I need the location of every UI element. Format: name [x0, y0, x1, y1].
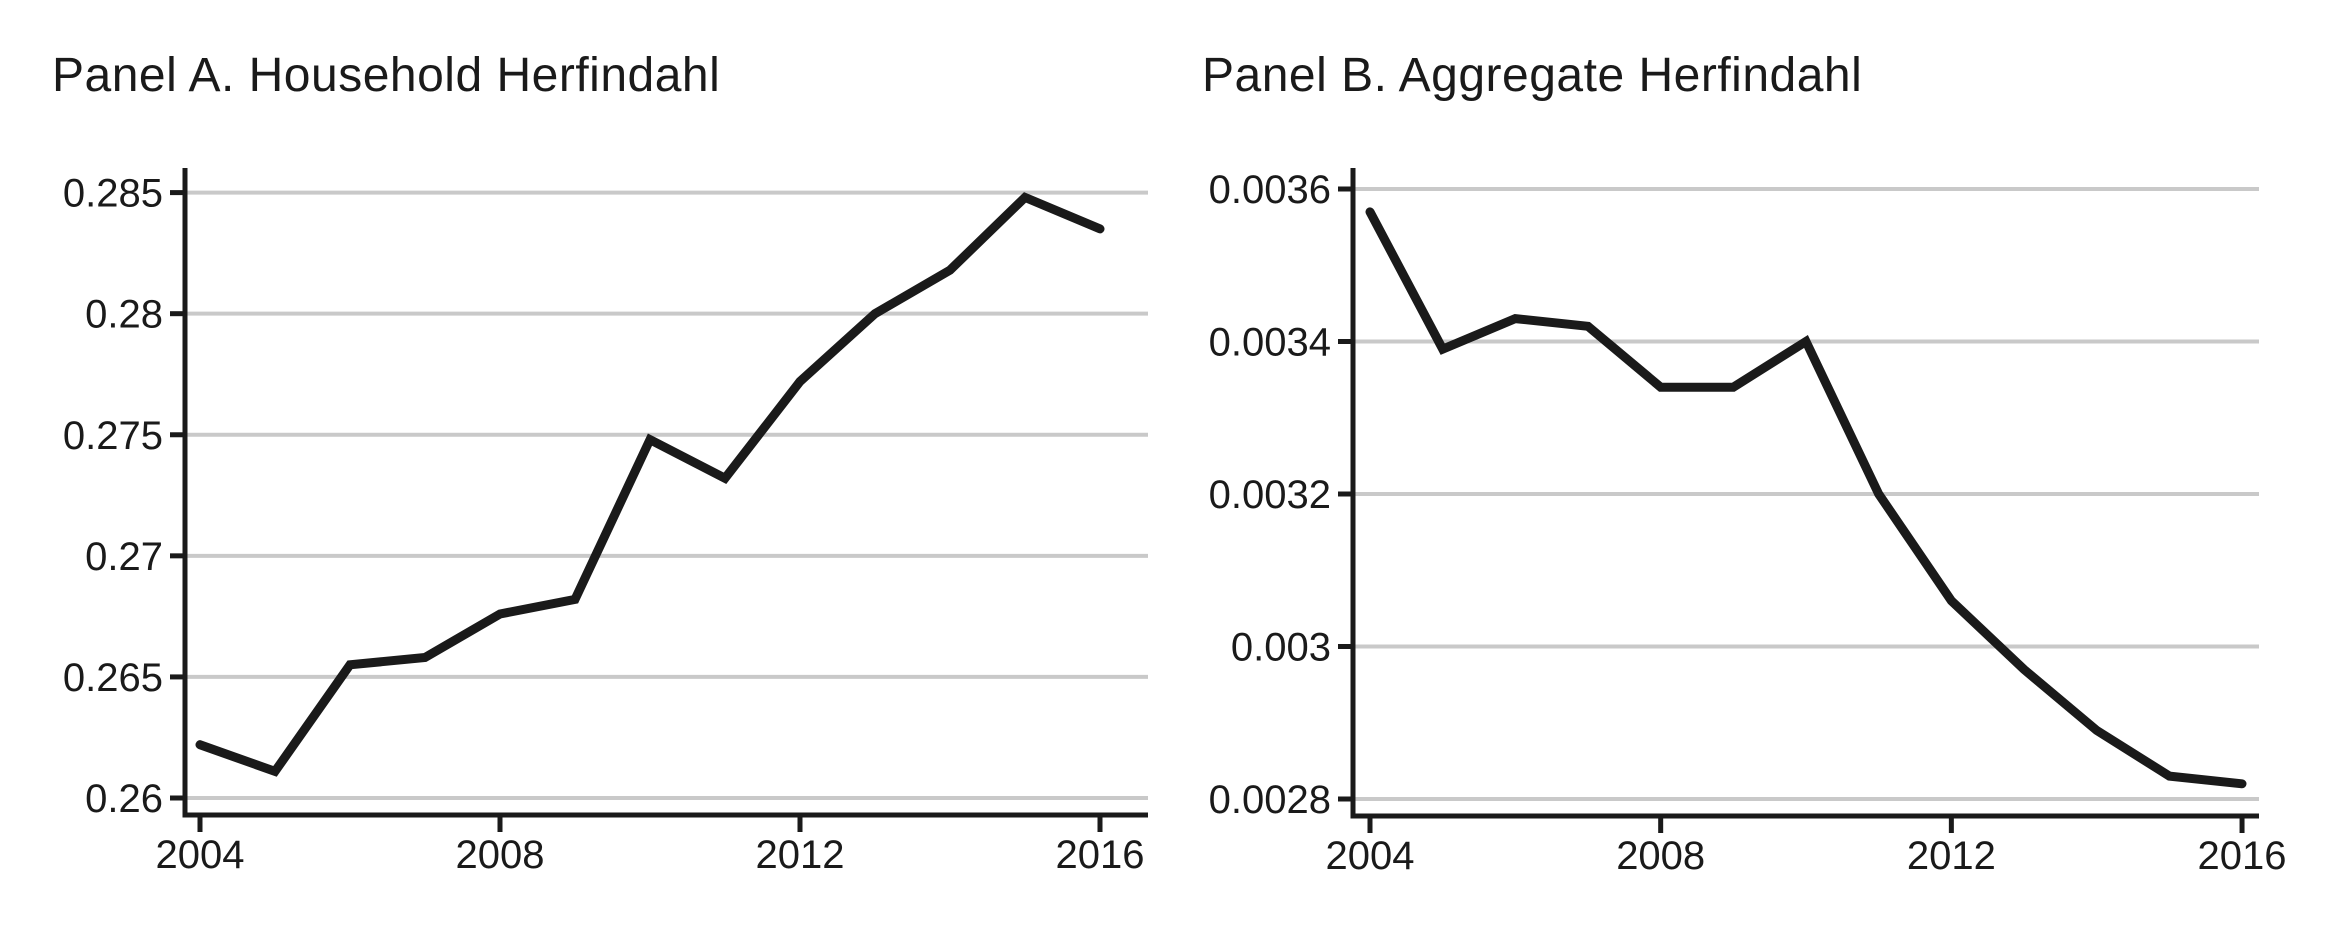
- x-tick-label: 2004: [1326, 834, 1415, 878]
- x-tick-label: 2008: [456, 833, 545, 877]
- y-tick-label: 0.0028: [1209, 778, 1331, 822]
- data-line: [195, 192, 1105, 777]
- panel-b-plot: 0.0028 0.003 0.0032 0.0034 0.0036 2004 2008 201…: [1209, 168, 2287, 878]
- x-tick-label: 2012: [756, 833, 845, 877]
- y-tick-label: 0.0032: [1209, 473, 1331, 517]
- panel-b-title: Panel B. Aggregate Herfindahl: [1202, 49, 1863, 102]
- y-tick-label: 0.003: [1231, 626, 1331, 670]
- x-tick-label: 2016: [1056, 833, 1145, 877]
- x-tick-label: 2012: [1907, 834, 1996, 878]
- y-tick-label: 0.275: [63, 414, 163, 458]
- data-line: [1365, 207, 2247, 789]
- x-tick-label: 2008: [1616, 834, 1705, 878]
- y-tick-label: 0.28: [85, 293, 163, 337]
- y-tick-label: 0.0036: [1209, 168, 1331, 212]
- y-tick-label: 0.0034: [1209, 321, 1331, 365]
- y-tick-label: 0.285: [63, 172, 163, 216]
- panel-a-plot: 0.26 0.265 0.27 0.275 0.28 0.285 2004 2008 2012 2…: [63, 168, 1148, 877]
- panel-a-title: Panel A. Household Herfindahl: [52, 49, 721, 102]
- y-tick-label: 0.265: [63, 656, 163, 700]
- x-tick-label: 2004: [156, 833, 245, 877]
- x-tick-label: 2016: [2198, 834, 2287, 878]
- y-tick-label: 0.26: [85, 777, 163, 821]
- y-tick-label: 0.27: [85, 535, 163, 579]
